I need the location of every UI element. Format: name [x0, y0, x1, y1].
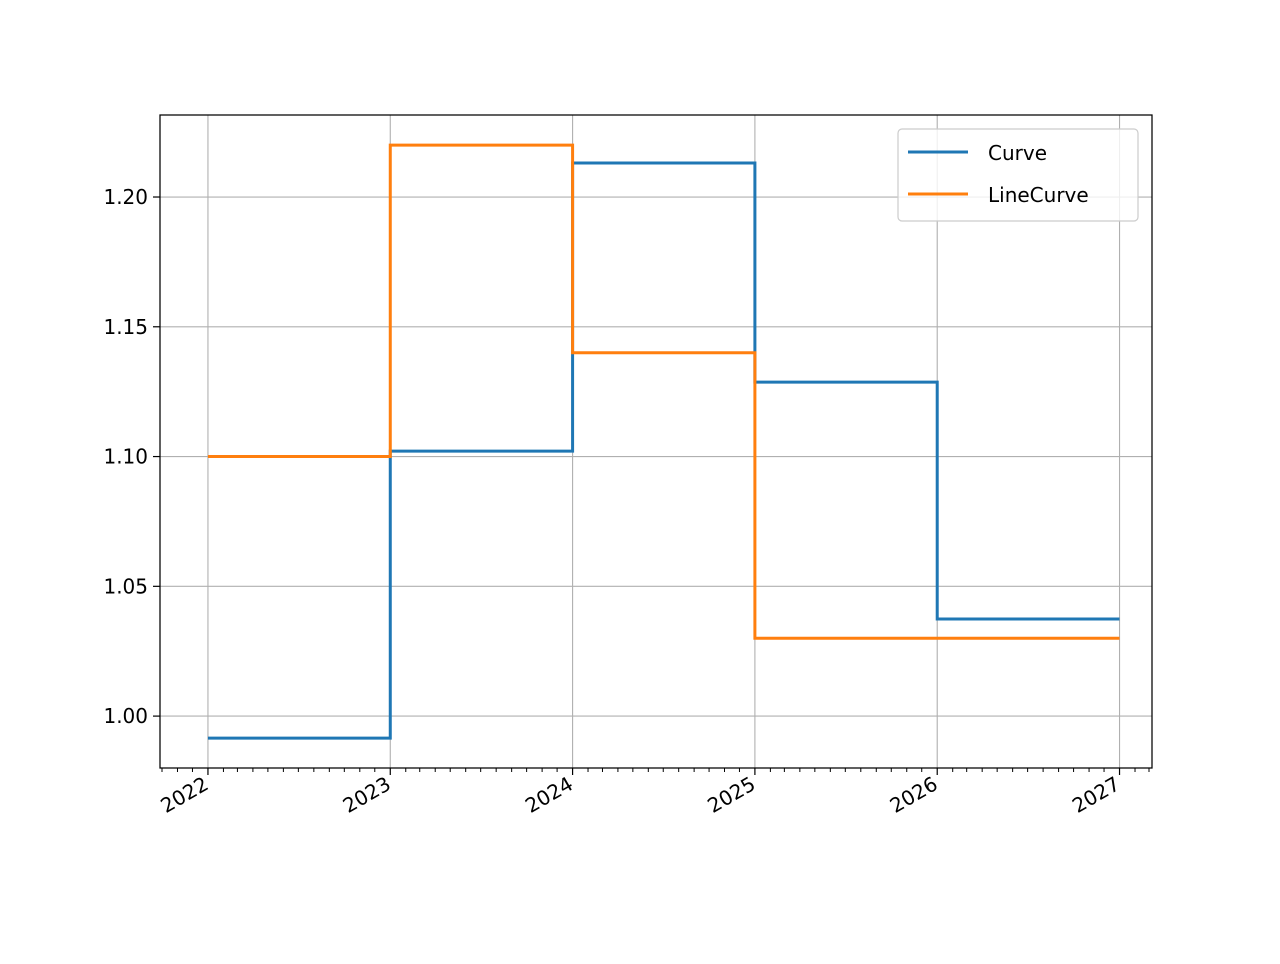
x-tick-label: 2022	[156, 772, 212, 818]
y-tick-label: 1.20	[103, 185, 148, 209]
x-tick-label: 2023	[339, 772, 395, 818]
series-lines	[207, 143, 1120, 740]
series-line-linecurve	[207, 143, 1120, 640]
x-tick-label: 2027	[1068, 772, 1124, 818]
axes-frame	[159, 114, 1153, 769]
legend-label: Curve	[988, 141, 1047, 165]
x-tick-label: 2025	[703, 772, 759, 818]
y-tick-label: 1.15	[103, 315, 148, 339]
legend: Curve LineCurve	[897, 128, 1139, 222]
series-line-curve	[207, 161, 1120, 740]
y-tick-label: 1.00	[103, 704, 148, 728]
x-tick-label: 2026	[886, 772, 942, 818]
y-tick-label: 1.05	[103, 574, 148, 598]
x-tick-label: 2024	[521, 772, 577, 818]
y-tick-label: 1.10	[103, 445, 148, 469]
legend-label: LineCurve	[988, 183, 1089, 207]
ticks: 2022 2023 2024 2025 2026 2027 1.00 1.05 1.10 1.15…	[103, 185, 1150, 818]
